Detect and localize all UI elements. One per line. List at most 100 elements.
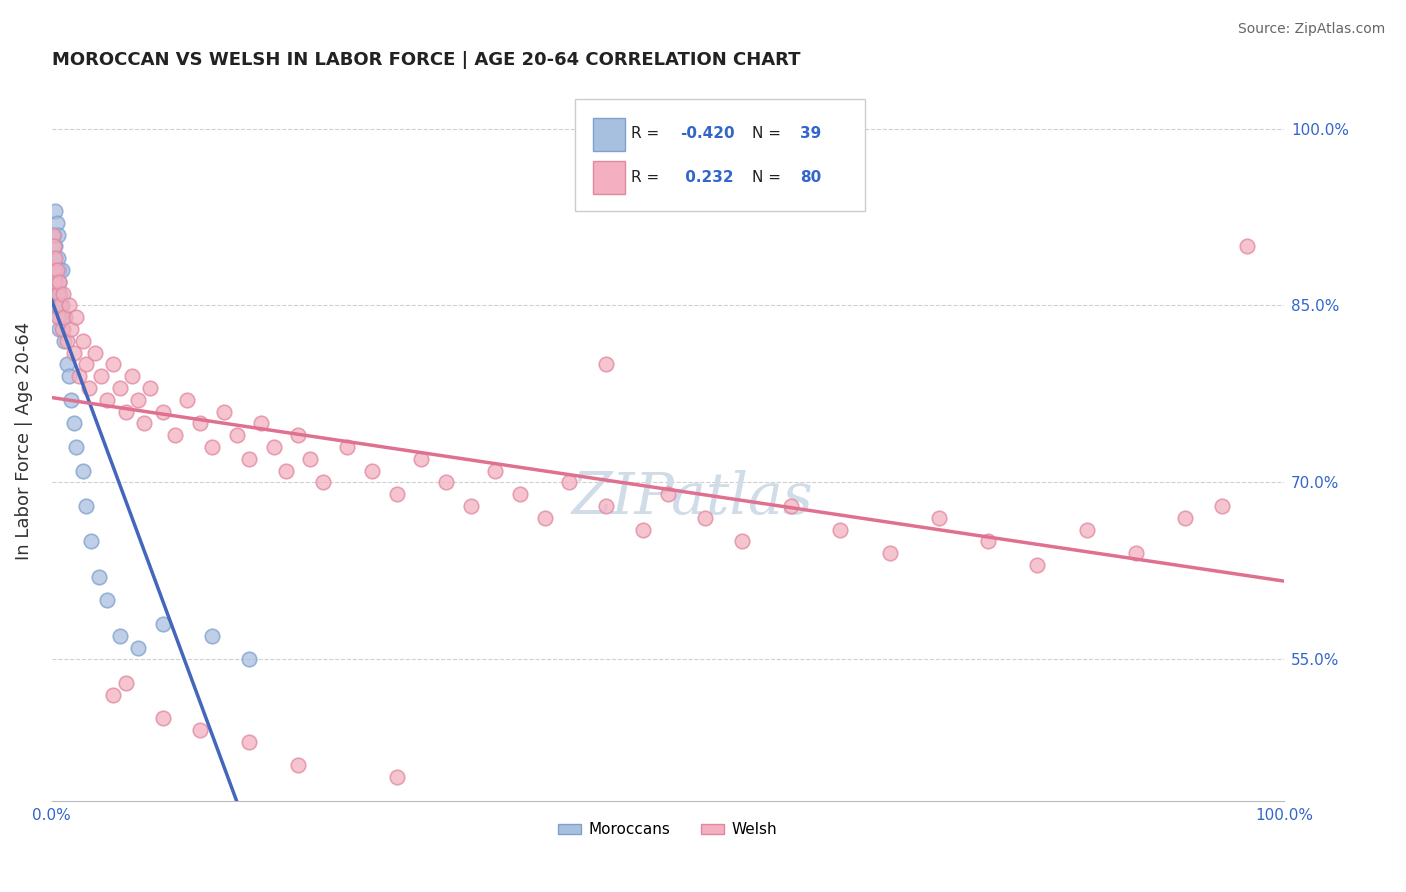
Point bbox=[1236, 239, 1258, 253]
Point bbox=[44, 275, 66, 289]
Point bbox=[152, 711, 174, 725]
Point bbox=[212, 404, 235, 418]
Point bbox=[44, 239, 66, 253]
Point bbox=[49, 310, 72, 325]
Text: R =: R = bbox=[631, 169, 664, 185]
Point bbox=[1125, 546, 1147, 560]
Point bbox=[263, 440, 285, 454]
Point bbox=[977, 534, 1000, 549]
Point bbox=[44, 298, 66, 312]
Point bbox=[460, 499, 482, 513]
Point bbox=[108, 629, 131, 643]
Point bbox=[693, 510, 716, 524]
Point bbox=[45, 216, 67, 230]
Point bbox=[58, 298, 80, 312]
Point bbox=[42, 227, 65, 242]
Point bbox=[49, 286, 72, 301]
Point bbox=[830, 523, 852, 537]
Point bbox=[533, 510, 555, 524]
Point bbox=[201, 440, 224, 454]
Point bbox=[1076, 523, 1098, 537]
Point bbox=[287, 758, 309, 772]
Point bbox=[55, 334, 77, 348]
Point bbox=[46, 286, 69, 301]
Point bbox=[108, 381, 131, 395]
Point bbox=[46, 227, 69, 242]
Point bbox=[312, 475, 335, 490]
Text: -0.420: -0.420 bbox=[681, 127, 735, 141]
Point bbox=[595, 358, 617, 372]
Point bbox=[238, 735, 260, 749]
Point bbox=[1211, 499, 1233, 513]
Point bbox=[163, 428, 186, 442]
Point bbox=[44, 252, 66, 266]
Point bbox=[42, 275, 65, 289]
Point bbox=[274, 464, 297, 478]
Point bbox=[731, 534, 754, 549]
Point bbox=[299, 451, 322, 466]
Point bbox=[42, 263, 65, 277]
Point bbox=[48, 275, 70, 289]
Point bbox=[114, 676, 136, 690]
Point bbox=[96, 392, 118, 407]
Point bbox=[188, 417, 211, 431]
Point bbox=[152, 616, 174, 631]
Point bbox=[484, 464, 506, 478]
Text: MOROCCAN VS WELSH IN LABOR FORCE | AGE 20-64 CORRELATION CHART: MOROCCAN VS WELSH IN LABOR FORCE | AGE 2… bbox=[52, 51, 800, 69]
Point bbox=[52, 286, 75, 301]
Point bbox=[60, 392, 83, 407]
Point bbox=[238, 652, 260, 666]
Point bbox=[558, 475, 581, 490]
Point bbox=[44, 263, 66, 277]
Point bbox=[96, 593, 118, 607]
Point bbox=[53, 334, 76, 348]
Point bbox=[53, 310, 76, 325]
Point bbox=[928, 510, 950, 524]
Point bbox=[52, 322, 75, 336]
Point bbox=[77, 381, 100, 395]
Point bbox=[90, 369, 112, 384]
Text: 80: 80 bbox=[800, 169, 821, 185]
Text: N =: N = bbox=[752, 169, 786, 185]
Point bbox=[55, 358, 77, 372]
Text: N =: N = bbox=[752, 127, 786, 141]
Point bbox=[46, 310, 69, 325]
Point bbox=[434, 475, 457, 490]
Point bbox=[385, 770, 408, 784]
Point bbox=[53, 310, 76, 325]
Point bbox=[44, 252, 66, 266]
Text: Source: ZipAtlas.com: Source: ZipAtlas.com bbox=[1237, 22, 1385, 37]
Point bbox=[127, 392, 149, 407]
Point bbox=[595, 499, 617, 513]
Point bbox=[83, 345, 105, 359]
Point bbox=[152, 404, 174, 418]
Text: ZIPatlas: ZIPatlas bbox=[572, 470, 813, 527]
Point bbox=[58, 369, 80, 384]
Point bbox=[188, 723, 211, 738]
FancyBboxPatch shape bbox=[593, 161, 624, 194]
Point bbox=[65, 440, 87, 454]
Point bbox=[51, 322, 73, 336]
Point bbox=[336, 440, 359, 454]
Point bbox=[127, 640, 149, 655]
Point bbox=[361, 464, 384, 478]
Y-axis label: In Labor Force | Age 20-64: In Labor Force | Age 20-64 bbox=[15, 322, 32, 560]
Point bbox=[72, 334, 94, 348]
Point bbox=[44, 227, 66, 242]
Point bbox=[385, 487, 408, 501]
Point bbox=[103, 358, 125, 372]
Point bbox=[49, 298, 72, 312]
Point bbox=[411, 451, 433, 466]
Point bbox=[60, 322, 83, 336]
Point bbox=[176, 392, 198, 407]
Point bbox=[45, 263, 67, 277]
Point bbox=[139, 381, 162, 395]
Point bbox=[287, 428, 309, 442]
Point bbox=[201, 629, 224, 643]
Point bbox=[121, 369, 143, 384]
Point bbox=[72, 464, 94, 478]
Point bbox=[657, 487, 679, 501]
Point bbox=[631, 523, 654, 537]
Point bbox=[46, 252, 69, 266]
Point bbox=[51, 298, 73, 312]
